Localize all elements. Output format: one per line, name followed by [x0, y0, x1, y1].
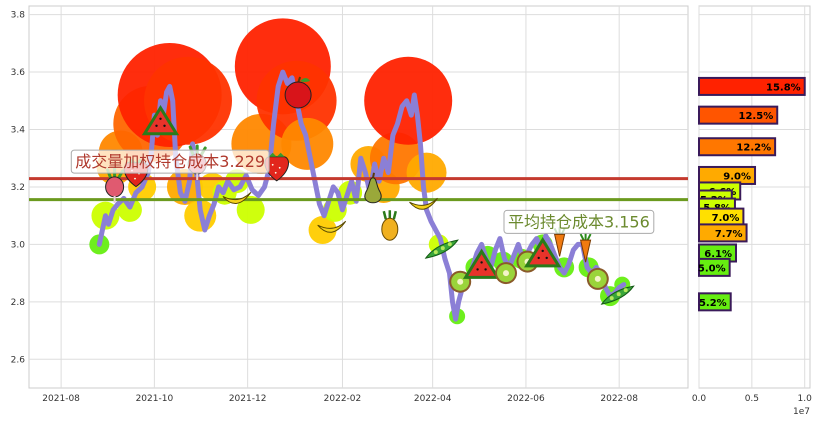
x-tick-label: 2022-04 — [414, 394, 452, 404]
chip-bar-label: 12.5% — [739, 111, 774, 122]
cost-annotation-label: 平均持仓成本3.156 — [508, 212, 650, 231]
chip-bar: 12.5% — [698, 105, 779, 125]
main-y-axis: 2.6 2.8 3.0 3.2 3.4 3.6 3.8 — [11, 11, 26, 366]
y-tick-label: 3.0 — [11, 240, 26, 250]
chip-bar: 15.8% — [698, 76, 806, 96]
cost-annotation-box — [503, 209, 655, 234]
y-tick-label: 3.6 — [11, 68, 26, 78]
chip-bar: 5.2% — [698, 292, 732, 312]
chip-bar-label: 6.1% — [704, 249, 732, 260]
cost-annotations: 成交量加权持仓成本3.229 平均持仓成本3.156 — [70, 149, 655, 234]
chip-bar-rect — [698, 137, 777, 157]
x-tick-label: 2021-10 — [136, 394, 174, 404]
chip-bar-rect — [698, 105, 779, 125]
y-tick-label: 3.2 — [11, 183, 25, 193]
chip-bar: 9.0% — [698, 165, 757, 185]
side-x-axis: 0.0 0.5 1.0 — [692, 394, 812, 404]
chip-bar: 7.7% — [698, 223, 748, 243]
chip-distribution-bars: 15.8%12.5%12.2%9.0%6.6%5.2%5.8%7.0%7.7%6… — [698, 76, 806, 312]
x-tick-label: 2021-12 — [229, 394, 267, 404]
holding-cost-chart: 成交量加权持仓成本3.229 平均持仓成本3.156 2.6 2.8 3.0 3.2 3.… — [11, 5, 689, 404]
chip-bar-rect — [698, 223, 748, 243]
chip-bar-label: 5.0% — [698, 263, 726, 274]
volume-bubble — [406, 152, 447, 193]
cost-annotation-label: 成交量加权持仓成本3.229 — [75, 152, 265, 171]
side-x-tick-label: 0.0 — [692, 394, 707, 404]
price-line — [96, 69, 627, 322]
y-tick-label: 2.8 — [11, 298, 26, 308]
kiwi-icon — [586, 267, 609, 290]
chip-bar-rect — [698, 76, 806, 96]
chip-bar-label: 9.0% — [723, 171, 751, 182]
chip-bar-label: 5.2% — [699, 298, 727, 309]
volume-bubble — [117, 197, 142, 222]
chip-bar-label: 15.8% — [766, 82, 801, 93]
pineapple-icon — [380, 208, 400, 242]
x-axis-offset-text: 1e7 — [793, 407, 810, 417]
chip-bar: 7.0% — [698, 207, 745, 227]
volume-bubble — [236, 195, 265, 224]
y-tick-label: 3.8 — [11, 11, 26, 21]
chip-bar-rect — [698, 292, 732, 312]
side-x-tick-label: 0.5 — [745, 394, 759, 404]
x-tick-label: 2021-08 — [42, 394, 80, 404]
chip-bar-label: 7.0% — [712, 213, 740, 224]
cost-annotation: 成交量加权持仓成本3.229 — [70, 149, 270, 174]
x-tick-label: 2022-08 — [600, 394, 638, 404]
cost-annotation: 平均持仓成本3.156 — [503, 209, 655, 234]
chip-bar-label: 12.2% — [736, 143, 771, 154]
cost-annotation-box — [70, 149, 270, 174]
kiwi-icon — [495, 262, 517, 285]
x-tick-label: 2022-06 — [507, 394, 545, 404]
side-x-tick-label: 1.0 — [798, 394, 813, 404]
chip-bar-rect — [698, 257, 731, 277]
chip-bar-label: 7.7% — [715, 229, 743, 240]
chip-bar: 12.2% — [698, 137, 777, 157]
y-tick-label: 2.6 — [11, 355, 26, 365]
y-tick-label: 3.4 — [11, 126, 26, 136]
x-tick-label: 2022-02 — [324, 394, 362, 404]
chip-distribution-chart: 15.8%12.5%12.2%9.0%6.6%5.2%5.8%7.0%7.7%6… — [692, 5, 812, 417]
main-x-axis: 2021-08 2021-10 2021-12 2022-02 2022-04 2022-… — [42, 394, 638, 404]
chip-bar: 5.0% — [698, 257, 731, 277]
